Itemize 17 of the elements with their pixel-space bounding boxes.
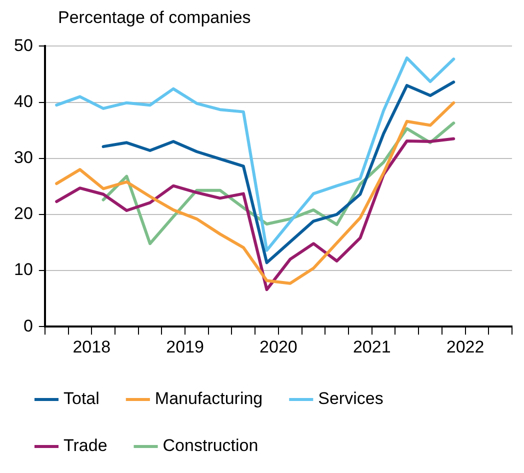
y-tick-label: 20 [14, 204, 33, 224]
y-tick-label: 50 [14, 36, 33, 55]
x-tick-label: 2018 [72, 337, 111, 356]
x-tick-label: 2020 [260, 337, 298, 356]
x-tick-label: 2021 [352, 337, 391, 356]
legend-label: Total [64, 389, 100, 408]
y-tick-label: 0 [23, 316, 33, 336]
legend-label: Trade [64, 436, 108, 456]
x-tick-label: 2022 [446, 337, 484, 356]
y-tick-label: 40 [14, 92, 33, 111]
legend-label: Construction [162, 436, 258, 456]
y-tick-label: 10 [14, 260, 33, 280]
y-axis-title: Percentage of companies [58, 8, 252, 29]
legend-label: Manufacturing [154, 389, 263, 408]
y-tick-label: 30 [14, 148, 33, 168]
legend-label: Services [318, 389, 384, 408]
x-tick-label: 2019 [166, 337, 204, 356]
